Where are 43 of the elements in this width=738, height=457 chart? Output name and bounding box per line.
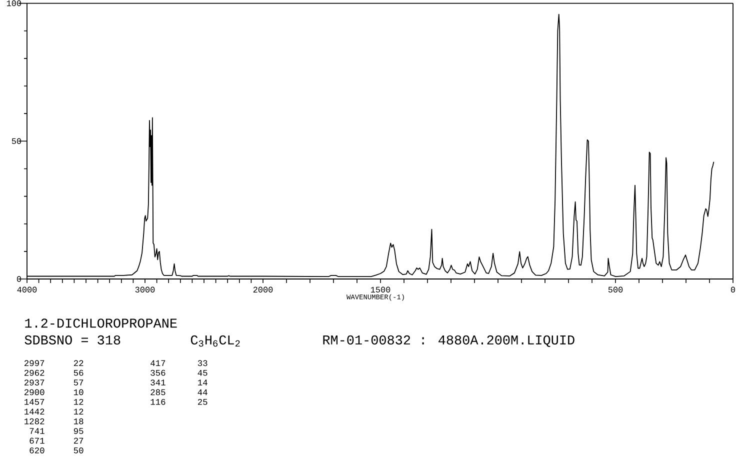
text: C$_{3}$H$_{6}$CL$_{2}$ bbox=[190, 335, 240, 347]
text: 56 bbox=[74, 370, 84, 376]
x-tick-label: 2000 bbox=[253, 286, 273, 293]
text: 116 bbox=[150, 398, 166, 405]
y-tick-label: 50 bbox=[12, 138, 22, 144]
y-tick-label: 100 bbox=[6, 0, 22, 6]
text: 95 bbox=[74, 428, 84, 434]
text: 10 bbox=[74, 389, 84, 396]
x-tick-label: 500 bbox=[608, 286, 623, 293]
x-tick-label: 4000 bbox=[17, 286, 37, 293]
text: 341 bbox=[150, 380, 166, 386]
text: 33 bbox=[198, 360, 208, 366]
text: 741 bbox=[30, 428, 44, 434]
text: 14 bbox=[198, 380, 208, 386]
text: RM-01-00832 : 4880A.200M.LIQUID bbox=[323, 335, 574, 347]
text: SDBSNO = 318 bbox=[24, 335, 120, 345]
text: 2900 bbox=[24, 389, 44, 396]
x-tick-label: 3000 bbox=[135, 286, 155, 293]
text: 285 bbox=[150, 389, 166, 396]
text: 1282 bbox=[24, 418, 44, 424]
text: 620 bbox=[30, 447, 44, 454]
text: 1457 bbox=[24, 399, 44, 405]
text: 44 bbox=[198, 389, 208, 396]
text: 671 bbox=[30, 438, 44, 444]
y-tick-label: 0 bbox=[16, 276, 22, 282]
text: 1442 bbox=[24, 408, 44, 415]
text: 356 bbox=[150, 370, 166, 376]
text: 22 bbox=[74, 360, 84, 366]
text: 417 bbox=[150, 360, 166, 366]
text: 57 bbox=[74, 380, 84, 386]
text: 2997 bbox=[24, 360, 44, 366]
x-tick-label: 1500 bbox=[370, 286, 390, 293]
text: 2937 bbox=[24, 380, 44, 386]
text: 12 bbox=[74, 398, 84, 405]
text: 1.2-DICHLOROPROPANE bbox=[25, 318, 177, 328]
text: 45 bbox=[198, 370, 208, 376]
text: 25 bbox=[198, 398, 208, 405]
text: 27 bbox=[74, 438, 84, 444]
x-tick-label: 0 bbox=[730, 286, 736, 293]
text: 12 bbox=[74, 408, 84, 415]
text: 2962 bbox=[24, 370, 44, 376]
text: 18 bbox=[74, 418, 84, 424]
text: 50 bbox=[74, 447, 84, 454]
